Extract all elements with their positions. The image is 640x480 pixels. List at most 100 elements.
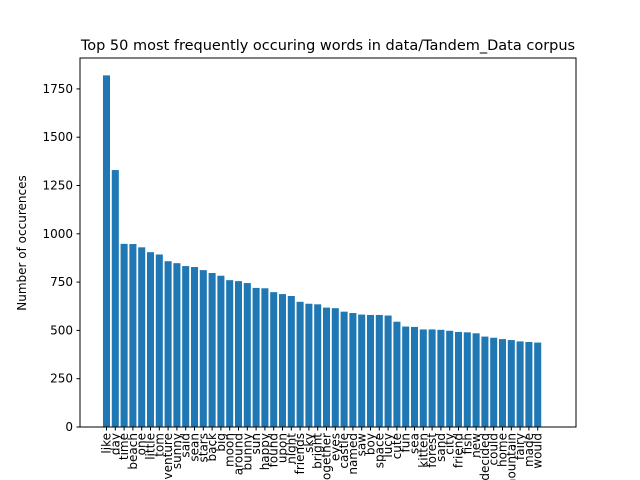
x-tick-label: back bbox=[205, 433, 219, 462]
bar-fish bbox=[463, 332, 471, 427]
y-tick-label: 750 bbox=[50, 275, 73, 289]
x-tick-label: said bbox=[179, 433, 193, 458]
bar-named bbox=[349, 313, 357, 427]
bar-bright bbox=[314, 304, 322, 427]
x-tick-label: sean bbox=[188, 433, 202, 462]
bar-sand bbox=[437, 329, 445, 427]
bar-around bbox=[234, 281, 243, 427]
x-tick-label: fairy bbox=[513, 433, 527, 460]
x-tick-label: eyes bbox=[328, 433, 342, 461]
x-tick-label: tom bbox=[152, 433, 166, 457]
bar-home bbox=[498, 339, 507, 427]
bar-made bbox=[525, 341, 533, 427]
x-tick-label: could bbox=[487, 433, 501, 466]
bar-eyes bbox=[331, 308, 339, 427]
bar-sky bbox=[305, 303, 313, 427]
x-tick-label: bunny bbox=[240, 433, 254, 471]
y-tick-label: 250 bbox=[50, 372, 73, 386]
y-tick-label: 1250 bbox=[42, 179, 73, 193]
bar-upon bbox=[278, 294, 287, 427]
y-axis: 0 250 500 750 1000 1250 1500 1750 bbox=[42, 82, 80, 434]
y-tick-label: 0 bbox=[65, 420, 73, 434]
x-tick-label: time bbox=[117, 433, 131, 460]
x-tick-label: kitten bbox=[416, 433, 430, 468]
x-tick-label: stars bbox=[196, 433, 210, 463]
bar-city bbox=[446, 330, 454, 427]
bar-castle bbox=[340, 311, 348, 427]
x-tick-label: castle bbox=[337, 433, 351, 469]
bar-friends bbox=[296, 301, 304, 427]
y-tick-label: 1750 bbox=[42, 82, 73, 96]
bar-adventure bbox=[164, 261, 172, 427]
x-tick-label: fish bbox=[460, 433, 474, 454]
bar-moon bbox=[226, 280, 234, 427]
bar-bunny bbox=[243, 283, 251, 427]
bar-stars bbox=[199, 270, 207, 427]
x-tick-label: sunny bbox=[170, 433, 184, 469]
x-tick-label: found bbox=[267, 433, 281, 467]
x-tick-label: happy bbox=[258, 433, 272, 470]
x-tick-label: cute bbox=[390, 433, 404, 459]
bar-space bbox=[375, 314, 383, 427]
x-tick-label: decided bbox=[478, 433, 492, 480]
bar-like bbox=[102, 75, 111, 427]
bar-fairy bbox=[516, 341, 524, 427]
y-tick-label: 1000 bbox=[42, 227, 73, 241]
bar-said bbox=[182, 266, 190, 427]
bar-little bbox=[146, 252, 155, 427]
x-tick-label: friend bbox=[452, 433, 466, 468]
bar-beach bbox=[129, 244, 137, 427]
x-tick-label: moon bbox=[223, 433, 237, 467]
bar-new bbox=[472, 333, 480, 427]
bar-together bbox=[322, 307, 331, 427]
x-tick-label: mountain bbox=[504, 433, 518, 480]
x-tick-label: forest bbox=[425, 433, 439, 468]
x-tick-label: boy bbox=[364, 433, 378, 455]
bar-found bbox=[270, 292, 278, 427]
bar-big bbox=[217, 275, 225, 427]
x-tick-label: made bbox=[522, 433, 536, 467]
bar-cute bbox=[393, 321, 401, 427]
bar-sun bbox=[252, 287, 260, 427]
x-tick-label: little bbox=[144, 433, 158, 460]
bar-friend bbox=[454, 331, 463, 427]
x-tick-label: sand bbox=[434, 433, 448, 462]
x-tick-label: big bbox=[214, 433, 228, 452]
x-tick-label: upon bbox=[276, 433, 290, 463]
y-tick-label: 1500 bbox=[42, 130, 73, 144]
bar-night bbox=[287, 296, 295, 427]
x-axis: likedaytimebeachonelittletomadventuresun… bbox=[100, 427, 545, 480]
bar-kitten bbox=[419, 329, 427, 427]
bar-saw bbox=[358, 314, 366, 427]
x-tick-label: adventure bbox=[161, 433, 175, 480]
bar-decided bbox=[481, 336, 489, 427]
x-tick-label: sea bbox=[408, 433, 422, 454]
x-tick-label: one bbox=[135, 433, 149, 455]
bar-would bbox=[534, 342, 542, 427]
x-tick-label: beach bbox=[126, 433, 140, 470]
bar-mountain bbox=[507, 340, 515, 427]
bar-lucy bbox=[384, 315, 392, 427]
x-tick-label: space bbox=[372, 433, 386, 468]
y-tick-label: 500 bbox=[50, 323, 73, 337]
x-tick-label: city bbox=[443, 433, 457, 455]
bar-time bbox=[120, 243, 128, 427]
bar-happy bbox=[261, 288, 269, 427]
x-tick-label: fun bbox=[399, 433, 413, 452]
x-tick-label: around bbox=[232, 433, 246, 475]
bar-back bbox=[208, 273, 216, 427]
x-tick-label: day bbox=[108, 433, 122, 455]
x-tick-label: would bbox=[531, 433, 545, 469]
bar-fun bbox=[402, 326, 410, 427]
bar-could bbox=[490, 337, 498, 427]
x-tick-label: together bbox=[320, 433, 334, 480]
x-tick-label: new bbox=[469, 433, 483, 458]
x-tick-label: like bbox=[100, 433, 114, 454]
chart-title: Top 50 most frequently occuring words in… bbox=[80, 38, 575, 54]
y-axis-label: Number of occurences bbox=[15, 175, 29, 310]
x-tick-label: sky bbox=[302, 433, 316, 453]
x-tick-label: sun bbox=[249, 433, 263, 454]
bar-sean bbox=[190, 267, 199, 427]
bar-tom bbox=[155, 254, 163, 427]
